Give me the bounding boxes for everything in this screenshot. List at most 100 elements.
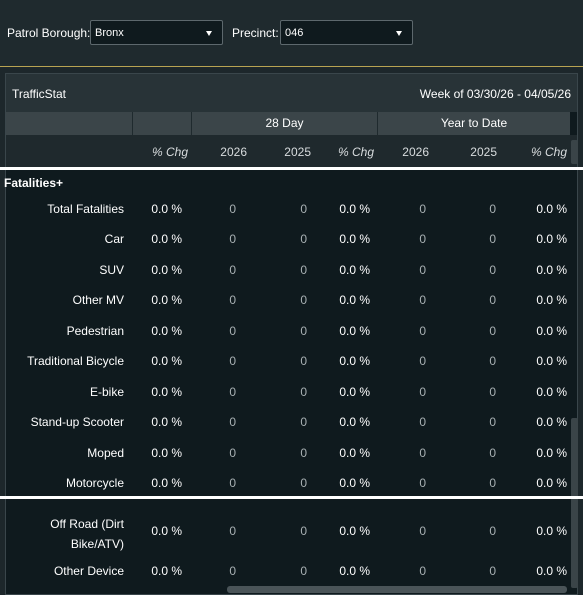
table-cell: 0 <box>419 524 426 538</box>
table-cell: 0 <box>229 476 236 490</box>
table-cell: 0 <box>489 293 496 307</box>
table-cell: 0.0 % <box>151 385 182 399</box>
vertical-scrollbar-thumb[interactable] <box>571 418 578 588</box>
precinct-label: Precinct: <box>232 26 279 40</box>
precinct-select-value: 046 <box>285 27 304 39</box>
table-cell: 0 <box>489 263 496 277</box>
table-cell: 0.0 % <box>339 524 370 538</box>
horizontal-scrollbar[interactable] <box>227 586 567 593</box>
table-cell: 0.0 % <box>536 324 567 338</box>
borough-select[interactable]: Bronx <box>90 20 223 45</box>
table-cell: 0 <box>419 263 426 277</box>
filter-bar: Patrol Borough: Bronx Precinct: 046 <box>0 0 583 67</box>
table-cell: 0 <box>489 202 496 216</box>
table-cell: 0 <box>300 263 307 277</box>
row-divider <box>0 167 583 170</box>
table-cell: 0 <box>489 232 496 246</box>
row-divider <box>0 496 583 499</box>
table-cell: 0.0 % <box>339 293 370 307</box>
borough-label: Patrol Borough: <box>7 26 91 40</box>
table-cell: 0.0 % <box>536 354 567 368</box>
table-cell: 0 <box>489 354 496 368</box>
column-header: 2025 <box>470 145 497 159</box>
row-label: Off Road (Dirt Bike/ATV) <box>50 514 124 554</box>
table-cell: 0 <box>229 354 236 368</box>
group-header-blank-chg <box>132 112 191 135</box>
vertical-scrollbar[interactable] <box>571 140 578 164</box>
row-label: E-bike <box>89 385 124 399</box>
column-header: % Chg <box>151 145 188 159</box>
column-header: % Chg <box>337 145 374 159</box>
chevron-down-icon <box>206 31 212 36</box>
row-label-line: Off Road (Dirt <box>50 517 124 531</box>
table-cell: 0 <box>419 446 426 460</box>
table-cell: 0 <box>489 476 496 490</box>
table-cell: 0 <box>300 446 307 460</box>
table-cell: 0.0 % <box>151 524 182 538</box>
row-label: SUV <box>99 263 124 277</box>
table-cell: 0.0 % <box>151 324 182 338</box>
table-cell: 0 <box>229 202 236 216</box>
group-header-28-day: 28 Day <box>191 112 377 135</box>
table-cell: 0 <box>229 415 236 429</box>
table-cell: 0.0 % <box>151 564 182 578</box>
table-cell: 0 <box>419 354 426 368</box>
table-cell: 0 <box>229 564 236 578</box>
table-cell: 0 <box>229 446 236 460</box>
column-header: 2026 <box>220 145 247 159</box>
table-cell: 0 <box>229 524 236 538</box>
table-cell: 0.0 % <box>536 202 567 216</box>
table-cell: 0.0 % <box>536 385 567 399</box>
table-cell: 0 <box>489 564 496 578</box>
table-cell: 0.0 % <box>536 232 567 246</box>
table-cell: 0.0 % <box>536 293 567 307</box>
table-cell: 0.0 % <box>151 232 182 246</box>
table-cell: 0.0 % <box>536 263 567 277</box>
table-cell: 0 <box>300 385 307 399</box>
table-cell: 0.0 % <box>151 263 182 277</box>
table-cell: 0 <box>419 202 426 216</box>
table-cell: 0 <box>300 232 307 246</box>
table-cell: 0.0 % <box>151 415 182 429</box>
table-cell: 0.0 % <box>536 415 567 429</box>
table-cell: 0 <box>229 385 236 399</box>
table-cell: 0 <box>489 524 496 538</box>
row-label: Motorcycle <box>65 476 124 490</box>
table-cell: 0.0 % <box>151 354 182 368</box>
table-cell: 0.0 % <box>339 263 370 277</box>
row-label: Other Device <box>53 564 124 578</box>
table-cell: 0 <box>489 446 496 460</box>
table-cell: 0.0 % <box>339 446 370 460</box>
table-cell: 0.0 % <box>536 564 567 578</box>
row-label: Moped <box>87 446 124 460</box>
group-header-ytd: Year to Date <box>377 112 570 135</box>
table-cell: 0.0 % <box>339 564 370 578</box>
table-cell: 0.0 % <box>536 446 567 460</box>
table-cell: 0 <box>300 354 307 368</box>
table-cell: 0.0 % <box>339 202 370 216</box>
row-label: Other MV <box>72 293 124 307</box>
table-cell: 0 <box>300 524 307 538</box>
table-cell: 0.0 % <box>151 202 182 216</box>
table-cell: 0 <box>419 415 426 429</box>
table-cell: 0 <box>419 324 426 338</box>
panel-header: TrafficStat Week of 03/30/26 - 04/05/26 <box>6 74 577 112</box>
table-cell: 0 <box>229 263 236 277</box>
table-cell: 0.0 % <box>536 476 567 490</box>
table-cell: 0 <box>419 293 426 307</box>
row-label: Pedestrian <box>66 324 124 338</box>
group-header-blank-label <box>6 112 132 135</box>
table-cell: 0 <box>419 232 426 246</box>
precinct-select[interactable]: 046 <box>280 20 413 45</box>
table-cell: 0 <box>489 324 496 338</box>
column-header: 2025 <box>284 145 311 159</box>
table-cell: 0 <box>300 293 307 307</box>
row-label: Traditional Bicycle <box>27 354 124 368</box>
section-title: Fatalities+ <box>4 176 64 190</box>
table-cell: 0.0 % <box>536 524 567 538</box>
table-cell: 0 <box>300 476 307 490</box>
table-cell: 0.0 % <box>339 415 370 429</box>
column-header: 2026 <box>402 145 429 159</box>
table-cell: 0.0 % <box>339 354 370 368</box>
column-header: % Chg <box>530 145 567 159</box>
